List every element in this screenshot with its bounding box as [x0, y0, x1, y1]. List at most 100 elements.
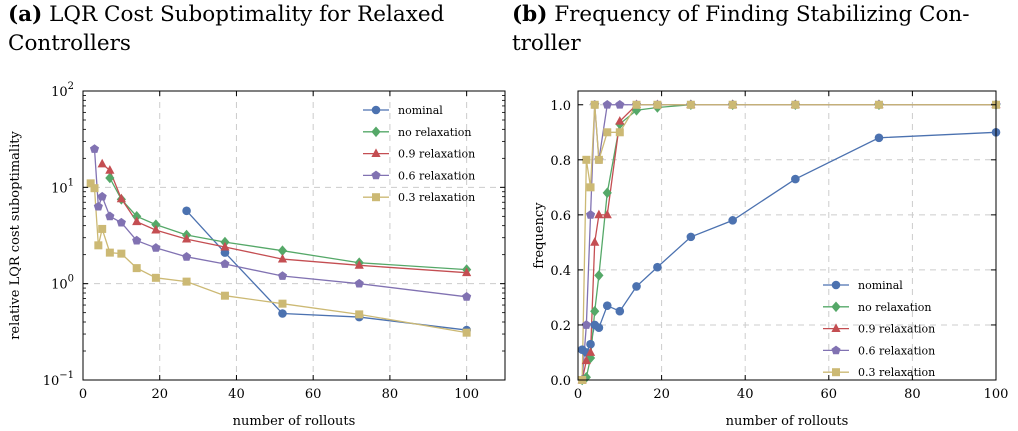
- data-point-0-3-relaxation: [686, 100, 695, 109]
- y-tick-label: 0.0: [550, 374, 571, 389]
- y-tick-label: 0.2: [550, 319, 571, 334]
- x-tick-label: 60: [305, 387, 322, 402]
- data-point-0-6-relaxation: [615, 99, 625, 109]
- data-point-0-3-relaxation: [874, 100, 883, 109]
- data-point-nominal: [686, 232, 696, 242]
- legend-marker: [371, 148, 381, 157]
- data-point-no-relaxation: [594, 270, 604, 281]
- y-tick-label: 102: [51, 81, 74, 100]
- data-point-0-3-relaxation: [594, 155, 603, 164]
- data-point-0-6-relaxation: [116, 217, 126, 227]
- x-tick-label: 100: [984, 387, 1009, 402]
- y-tick-label: 0.4: [550, 264, 571, 279]
- data-point-no-relaxation: [277, 245, 288, 256]
- legend-label: 0.9 relaxation: [398, 148, 475, 161]
- plot-panel-1: 0 20 40 60 80 100 0.0 0.2 0.4 0.6 0.8 1.0 number of …: [532, 90, 1009, 429]
- legend-marker: [831, 323, 841, 332]
- legend-marker: [831, 301, 841, 313]
- panel-a-title-line2: Controllers: [8, 31, 131, 56]
- data-point-0-3-relaxation: [355, 310, 364, 319]
- data-point-0-3-relaxation: [728, 100, 737, 109]
- data-point-0-6-relaxation: [151, 243, 161, 252]
- data-point-0-3-relaxation: [220, 291, 229, 300]
- axes-frame: [577, 90, 997, 381]
- data-point-0-9-relaxation: [116, 193, 126, 203]
- legend-label: 0.3 relaxation: [858, 366, 935, 379]
- y-tick-label: 10−1: [43, 370, 74, 389]
- data-point-0-9-relaxation: [602, 209, 612, 219]
- series-group: [577, 99, 1001, 386]
- data-point-nominal: [594, 323, 604, 333]
- x-axis-label: number of rollouts: [726, 414, 849, 429]
- x-tick-label: 20: [653, 387, 670, 402]
- plot-panel-0: 0 20 40 60 80 100 10−1 100 101 102 number of rollo…: [8, 81, 506, 429]
- legend-marker: [372, 193, 380, 202]
- y-tick-label: 0.6: [550, 209, 571, 224]
- data-point-0-6-relaxation: [277, 271, 288, 280]
- data-point-0-3-relaxation: [278, 299, 287, 308]
- legend-label: 0.6 relaxation: [398, 169, 475, 182]
- series-line-0-3-relaxation: [581, 104, 996, 381]
- data-point-0-6-relaxation: [105, 211, 115, 221]
- panel-b-title: (b) Frequency of Finding Stabilizing Con…: [512, 0, 970, 58]
- series-line-0-9-relaxation: [581, 104, 996, 381]
- data-point-0-3-relaxation: [90, 184, 99, 193]
- data-point-0-9-relaxation: [585, 347, 596, 356]
- x-tick-label: 80: [904, 387, 921, 402]
- legend-label: nominal: [398, 104, 443, 117]
- panel-b-title-line2: troller: [512, 31, 581, 56]
- series-line-nominal: [581, 131, 997, 354]
- data-point-0-3-relaxation: [132, 264, 141, 273]
- legend-marker: [831, 345, 841, 355]
- data-point-nominal: [182, 206, 191, 216]
- series-line-0-9-relaxation: [101, 163, 467, 274]
- data-point-no-relaxation: [590, 305, 600, 317]
- data-point-0-9-relaxation: [151, 224, 161, 234]
- data-point-nominal: [791, 174, 800, 184]
- y-axis-label: frequency: [532, 202, 547, 269]
- x-tick-label: 80: [382, 387, 399, 402]
- legend-marker: [831, 280, 841, 290]
- panel-b-title-line1: Frequency of Finding Stabilizing Con-: [554, 2, 970, 27]
- data-point-0-9-relaxation: [581, 355, 591, 365]
- panel-a-title-line1: LQR Cost Suboptimality for Relaxed: [49, 2, 445, 27]
- data-point-0-3-relaxation: [603, 128, 612, 137]
- legend-label: no relaxation: [858, 301, 931, 314]
- legend-marker: [371, 126, 381, 138]
- y-axis-label: relative LQR cost suboptimality: [8, 131, 23, 340]
- data-point-0-3-relaxation: [615, 128, 624, 137]
- data-point-0-9-relaxation: [277, 253, 288, 263]
- data-point-0-9-relaxation: [590, 237, 600, 246]
- x-tick-label: 60: [821, 387, 838, 402]
- data-point-0-6-relaxation: [93, 201, 103, 211]
- series-line-no-relaxation: [581, 104, 996, 381]
- data-point-0-6-relaxation: [182, 252, 192, 261]
- x-tick-label: 0: [79, 387, 87, 402]
- series-line-0-6-relaxation: [581, 104, 996, 381]
- axes-frame: [82, 90, 506, 381]
- data-point-0-6-relaxation: [89, 144, 100, 153]
- data-point-0-3-relaxation: [117, 249, 126, 258]
- panel-b-tag: (b): [512, 2, 548, 27]
- data-point-0-3-relaxation: [586, 183, 595, 192]
- data-point-0-6-relaxation: [585, 210, 596, 219]
- panel-a-title: (a) LQR Cost Suboptimality for Relaxed C…: [8, 0, 444, 58]
- x-tick-label: 0: [574, 387, 582, 402]
- data-point-no-relaxation: [602, 187, 612, 199]
- data-point-nominal: [615, 306, 625, 316]
- data-point-0-3-relaxation: [582, 155, 591, 164]
- data-point-0-6-relaxation: [354, 278, 364, 288]
- data-point-nominal: [602, 301, 612, 310]
- data-point-0-9-relaxation: [181, 233, 192, 243]
- data-point-0-3-relaxation: [791, 100, 800, 109]
- data-point-0-3-relaxation: [94, 241, 103, 250]
- data-point-0-3-relaxation: [462, 328, 471, 337]
- data-point-0-9-relaxation: [220, 241, 230, 251]
- legend-label: no relaxation: [398, 126, 471, 139]
- series-group: [86, 144, 472, 337]
- legend-label: nominal: [858, 279, 903, 292]
- x-tick-label: 40: [737, 387, 754, 402]
- data-point-0-9-relaxation: [97, 158, 107, 168]
- data-point-0-3-relaxation: [105, 248, 114, 257]
